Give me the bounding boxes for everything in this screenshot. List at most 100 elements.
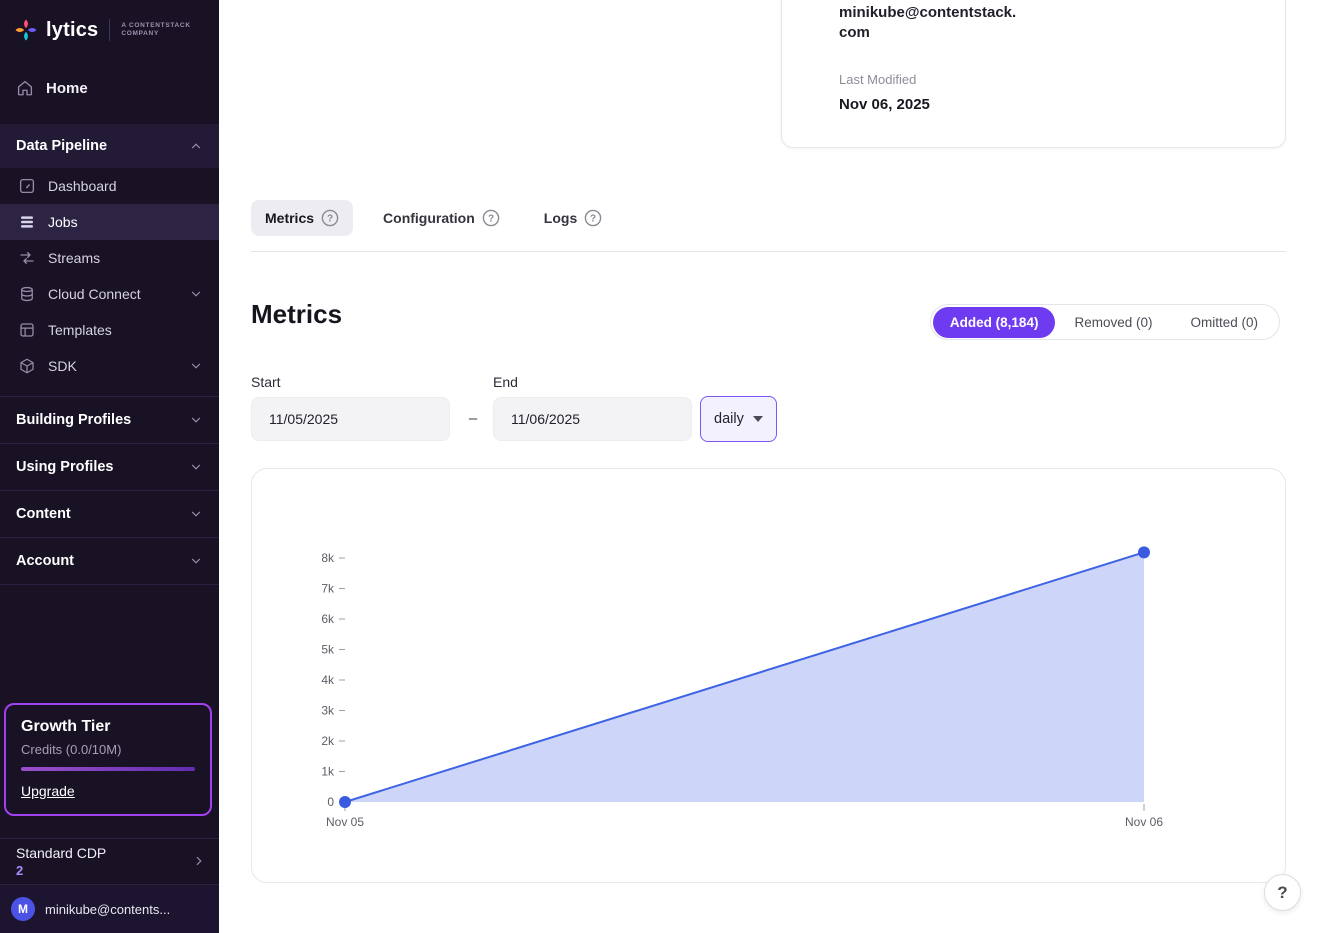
sidebar-sections: Building Profiles Using Profiles Content… bbox=[0, 396, 219, 585]
sidebar-item-label: SDK bbox=[48, 358, 77, 374]
section-label: Data Pipeline bbox=[16, 138, 108, 154]
svg-text:?: ? bbox=[590, 214, 596, 225]
tab-bar: Metrics ? Configuration ? Logs ? bbox=[251, 200, 616, 236]
svg-text:4k: 4k bbox=[321, 673, 335, 687]
tab-label: Configuration bbox=[383, 210, 475, 226]
plan-name: Standard CDP bbox=[16, 845, 107, 861]
tab-metrics[interactable]: Metrics ? bbox=[251, 200, 354, 236]
sidebar-item-label: Home bbox=[46, 79, 88, 97]
user-row[interactable]: M minikube@contents... bbox=[0, 884, 219, 933]
chevron-down-icon bbox=[189, 413, 203, 427]
sidebar-section-using-profiles[interactable]: Using Profiles bbox=[0, 443, 219, 490]
svg-text:0: 0 bbox=[327, 795, 334, 809]
lytics-logo-icon bbox=[14, 18, 38, 42]
svg-text:?: ? bbox=[488, 214, 494, 225]
caret-down-icon bbox=[752, 416, 763, 422]
svg-text:6k: 6k bbox=[321, 612, 335, 626]
tab-logs[interactable]: Logs ? bbox=[530, 200, 616, 236]
growth-tier-card: Growth Tier Credits (0.0/10M) Upgrade bbox=[4, 703, 212, 816]
start-label: Start bbox=[251, 374, 281, 390]
sidebar-item-templates[interactable]: Templates bbox=[0, 312, 219, 348]
chevron-up-icon bbox=[189, 139, 203, 153]
chevron-down-icon bbox=[189, 460, 203, 474]
sidebar-item-home[interactable]: Home bbox=[0, 64, 219, 112]
brand-name: lytics bbox=[46, 18, 99, 41]
jobs-icon bbox=[18, 213, 36, 231]
plan-switcher[interactable]: Standard CDP 2 bbox=[0, 838, 219, 884]
main-content: minikube@contentstack. com Last Modified… bbox=[219, 0, 1318, 933]
svg-text:8k: 8k bbox=[321, 551, 335, 565]
cube-icon bbox=[18, 357, 36, 375]
sidebar: lytics A CONTENTSTACK COMPANY Home Data … bbox=[0, 0, 219, 933]
sidebar-item-streams[interactable]: Streams bbox=[0, 240, 219, 276]
sidebar-item-label: Jobs bbox=[48, 214, 78, 230]
tab-label: Metrics bbox=[265, 210, 315, 226]
upgrade-link[interactable]: Upgrade bbox=[21, 783, 75, 799]
metric-type-segmented-control: Added (8,184) Removed (0) Omitted (0) bbox=[929, 304, 1280, 340]
svg-text:7k: 7k bbox=[321, 582, 335, 596]
sidebar-section-content[interactable]: Content bbox=[0, 490, 219, 537]
segment-added[interactable]: Added (8,184) bbox=[932, 306, 1056, 338]
chevron-down-icon bbox=[189, 287, 203, 301]
tab-configuration[interactable]: Configuration ? bbox=[369, 200, 514, 236]
svg-text:1k: 1k bbox=[321, 765, 335, 779]
question-mark-icon: ? bbox=[1277, 882, 1288, 902]
sidebar-item-label: Templates bbox=[48, 322, 112, 338]
segment-removed[interactable]: Removed (0) bbox=[1074, 314, 1153, 330]
brand-tagline: A CONTENTSTACK COMPANY bbox=[121, 22, 190, 38]
sidebar-item-dashboard[interactable]: Dashboard bbox=[0, 168, 219, 204]
sidebar-item-jobs[interactable]: Jobs bbox=[0, 204, 219, 240]
sidebar-section-data-pipeline[interactable]: Data Pipeline bbox=[0, 124, 219, 168]
question-circle-icon: ? bbox=[584, 209, 602, 227]
chevron-down-icon bbox=[189, 507, 203, 521]
question-circle-icon: ? bbox=[482, 209, 500, 227]
svg-text:Nov 05: Nov 05 bbox=[326, 815, 364, 829]
templates-icon bbox=[18, 321, 36, 339]
job-detail-card: minikube@contentstack. com Last Modified… bbox=[781, 0, 1286, 148]
section-label: Using Profiles bbox=[16, 459, 114, 475]
date-range-separator: – bbox=[468, 410, 478, 427]
dashboard-icon bbox=[18, 177, 36, 195]
metrics-area-chart[interactable]: 0 1k 2k 3k 4k 5k 6k 7k 8k Nov 05 Nov 06 bbox=[252, 469, 1286, 882]
question-circle-icon: ? bbox=[321, 209, 339, 227]
pipeline-subnav: Dashboard Jobs Streams bbox=[0, 168, 219, 384]
svg-text:5k: 5k bbox=[321, 643, 335, 657]
sidebar-item-cloud-connect[interactable]: Cloud Connect bbox=[0, 276, 219, 312]
sidebar-item-sdk[interactable]: SDK bbox=[0, 348, 219, 384]
end-date-input[interactable] bbox=[493, 397, 692, 441]
avatar: M bbox=[11, 897, 35, 921]
home-icon bbox=[16, 79, 34, 97]
svg-text:2k: 2k bbox=[321, 734, 335, 748]
tab-label: Logs bbox=[543, 210, 578, 226]
brand-tagline-line1: A CONTENTSTACK bbox=[121, 22, 191, 29]
brand-separator bbox=[109, 19, 111, 41]
brand-tagline-line2: COMPANY bbox=[121, 30, 159, 37]
tier-title: Growth Tier bbox=[21, 718, 111, 735]
tier-credits: Credits (0.0/10M) bbox=[21, 742, 122, 757]
end-label: End bbox=[493, 374, 518, 390]
section-label: Content bbox=[16, 506, 71, 522]
job-detail-email-line1: minikube@contentstack. bbox=[839, 4, 1017, 21]
segment-omitted[interactable]: Omitted (0) bbox=[1190, 314, 1258, 330]
credits-progress-bar bbox=[21, 767, 195, 771]
database-icon bbox=[18, 285, 36, 303]
start-date-input[interactable] bbox=[251, 397, 450, 441]
sidebar-item-label: Dashboard bbox=[48, 178, 117, 194]
chevron-down-icon bbox=[189, 359, 203, 373]
chevron-right-icon bbox=[192, 854, 206, 868]
section-label: Account bbox=[16, 553, 74, 569]
sidebar-section-account[interactable]: Account bbox=[0, 537, 219, 584]
interval-value: daily bbox=[714, 411, 744, 427]
sidebar-item-label: Streams bbox=[48, 250, 101, 266]
page-title: Metrics bbox=[251, 299, 343, 329]
sidebar-section-building-profiles[interactable]: Building Profiles bbox=[0, 396, 219, 443]
brand: lytics A CONTENTSTACK COMPANY bbox=[0, 0, 219, 56]
user-email: minikube@contents... bbox=[45, 901, 171, 917]
section-label: Building Profiles bbox=[16, 412, 132, 428]
interval-dropdown[interactable]: daily bbox=[700, 396, 777, 442]
help-button[interactable]: ? bbox=[1264, 874, 1301, 911]
chevron-down-icon bbox=[189, 554, 203, 568]
job-detail-email-line2: com bbox=[839, 24, 870, 41]
plan-count: 2 bbox=[16, 863, 24, 878]
